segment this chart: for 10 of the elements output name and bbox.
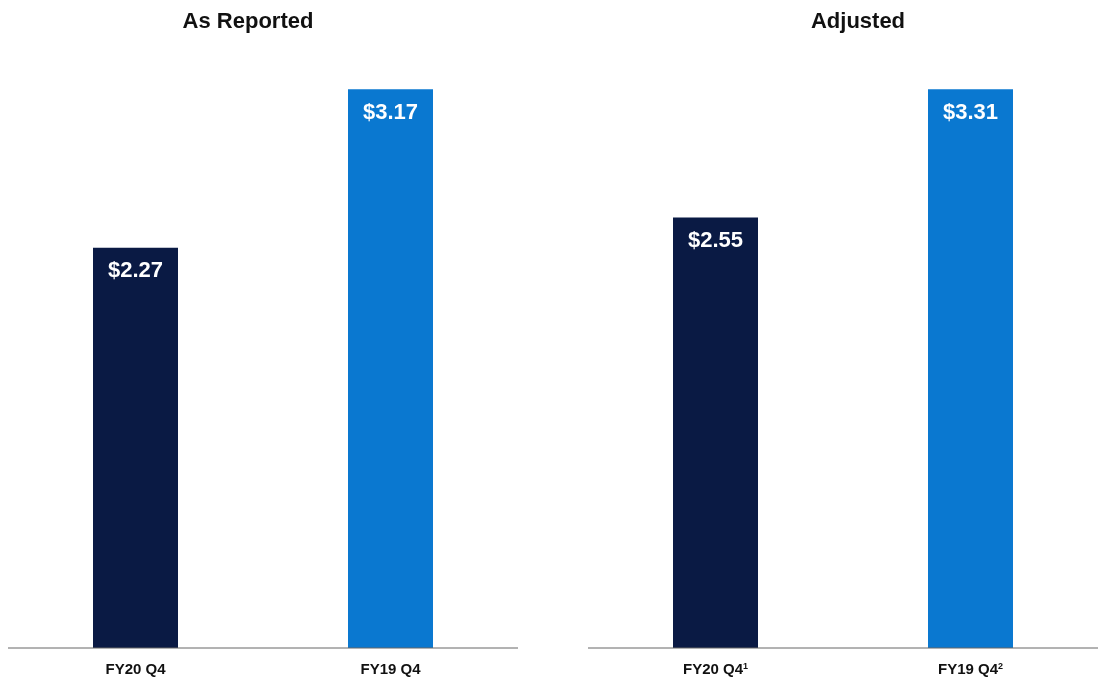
data-label: $3.31 bbox=[942, 98, 999, 124]
data-label: $2.55 bbox=[687, 227, 744, 253]
x-tick-label: FY19 Q4$^{2}$ bbox=[937, 660, 1004, 677]
x-tick-label: FY19 Q4 bbox=[360, 660, 422, 677]
data-label: $2.27 bbox=[107, 257, 164, 283]
chart-title: As Reported bbox=[181, 8, 315, 35]
x-tick-label: FY20 Q4$^{1}$ bbox=[682, 660, 749, 677]
x-tick-label: FY20 Q4 bbox=[105, 660, 167, 677]
chart-title: Adjusted bbox=[809, 8, 907, 35]
data-label: $3.17 bbox=[362, 98, 419, 124]
